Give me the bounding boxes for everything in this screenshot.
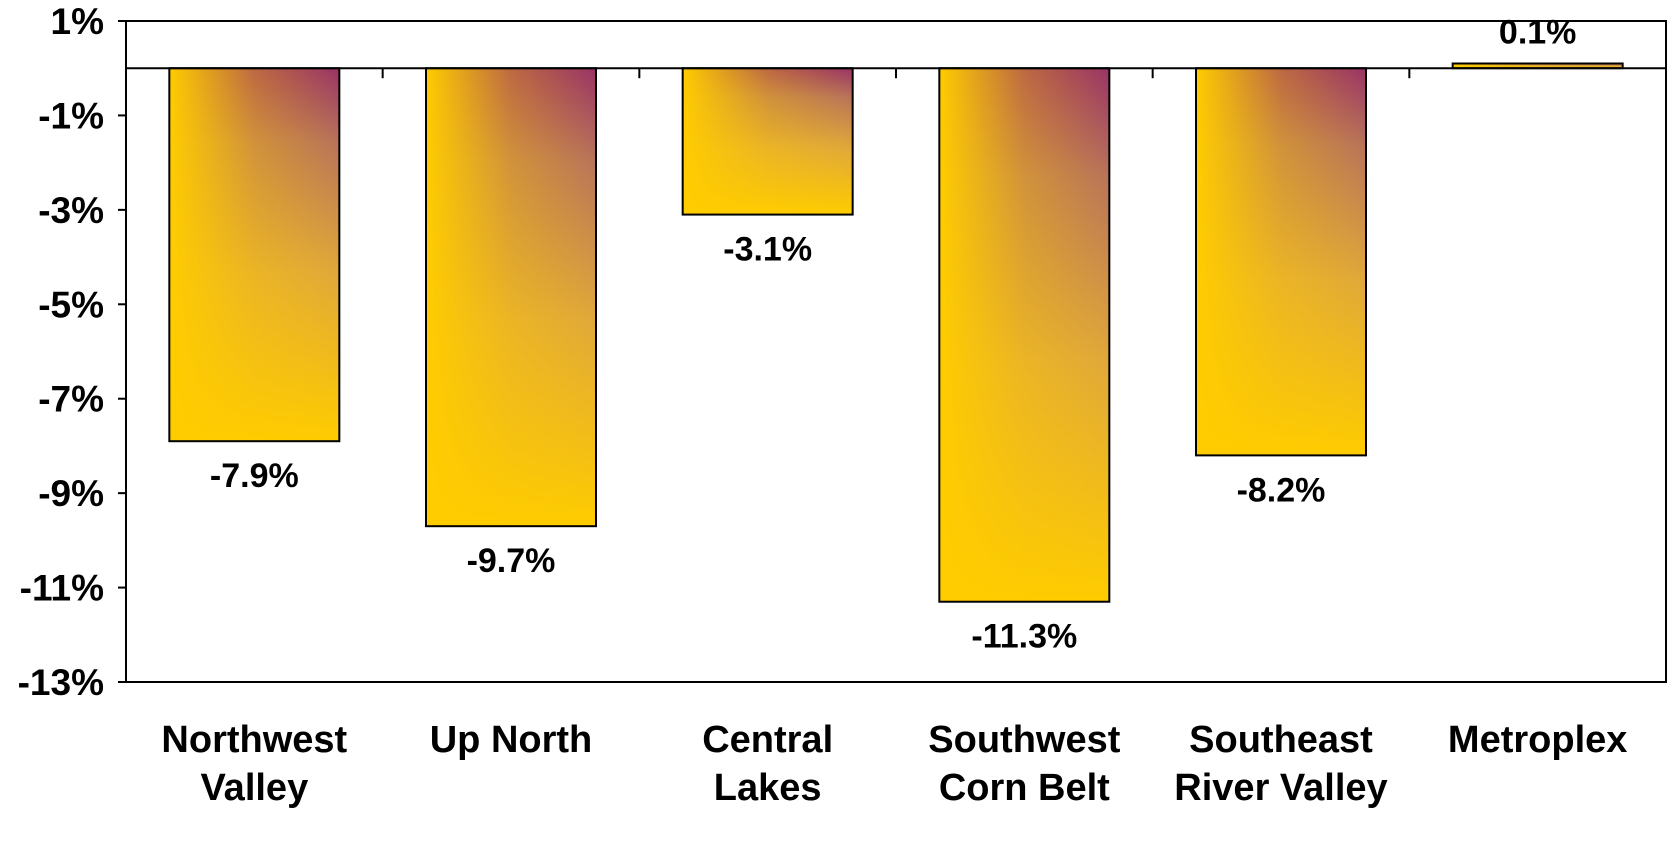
category-label: River Valley	[1174, 767, 1387, 809]
bar-shading	[682, 68, 853, 215]
category-label: Valley	[200, 767, 308, 809]
category-label: Southeast	[1189, 719, 1373, 761]
plot-area-frame	[125, 20, 1667, 683]
category-label: Central	[702, 719, 833, 761]
data-label: 0.1%	[1499, 13, 1577, 51]
axis-layer	[118, 20, 1667, 683]
bar-shading	[939, 68, 1110, 602]
data-label: -11.3%	[971, 618, 1077, 656]
data-label: -7.9%	[210, 457, 299, 495]
category-label: Metroplex	[1448, 719, 1627, 761]
data-label: -9.7%	[467, 542, 556, 580]
y-tick-label: -9%	[38, 473, 104, 514]
y-tick-label: -11%	[20, 568, 104, 609]
y-tick-label: -1%	[38, 95, 104, 136]
category-label: Lakes	[714, 767, 822, 809]
bar-group	[681, 67, 854, 216]
category-label: Southwest	[928, 719, 1120, 761]
bar-group	[1195, 67, 1367, 457]
category-label: Corn Belt	[939, 767, 1110, 809]
y-tick-label: -5%	[38, 284, 104, 325]
bar-group	[938, 67, 1111, 603]
category-label: Northwest	[161, 719, 347, 761]
bar-group	[425, 67, 597, 528]
data-label: -3.1%	[723, 231, 812, 269]
data-label: -8.2%	[1237, 471, 1326, 509]
bar-shading	[1196, 68, 1366, 456]
category-label: Up North	[430, 719, 593, 761]
bar-shading	[169, 68, 340, 442]
y-tick-label: -7%	[38, 379, 104, 420]
y-tick-label: 1%	[51, 1, 104, 42]
bar-shading	[1452, 63, 1623, 69]
labels-layer: -7.9% Northwest Valley -9.7% Up North -3.1% Ce…	[18, 1, 1628, 809]
bars-layer	[168, 62, 1624, 603]
y-tick-label: -13%	[18, 662, 104, 703]
bar-group	[168, 67, 341, 443]
y-tick-label: -3%	[38, 190, 104, 231]
bar-shading	[426, 68, 596, 527]
